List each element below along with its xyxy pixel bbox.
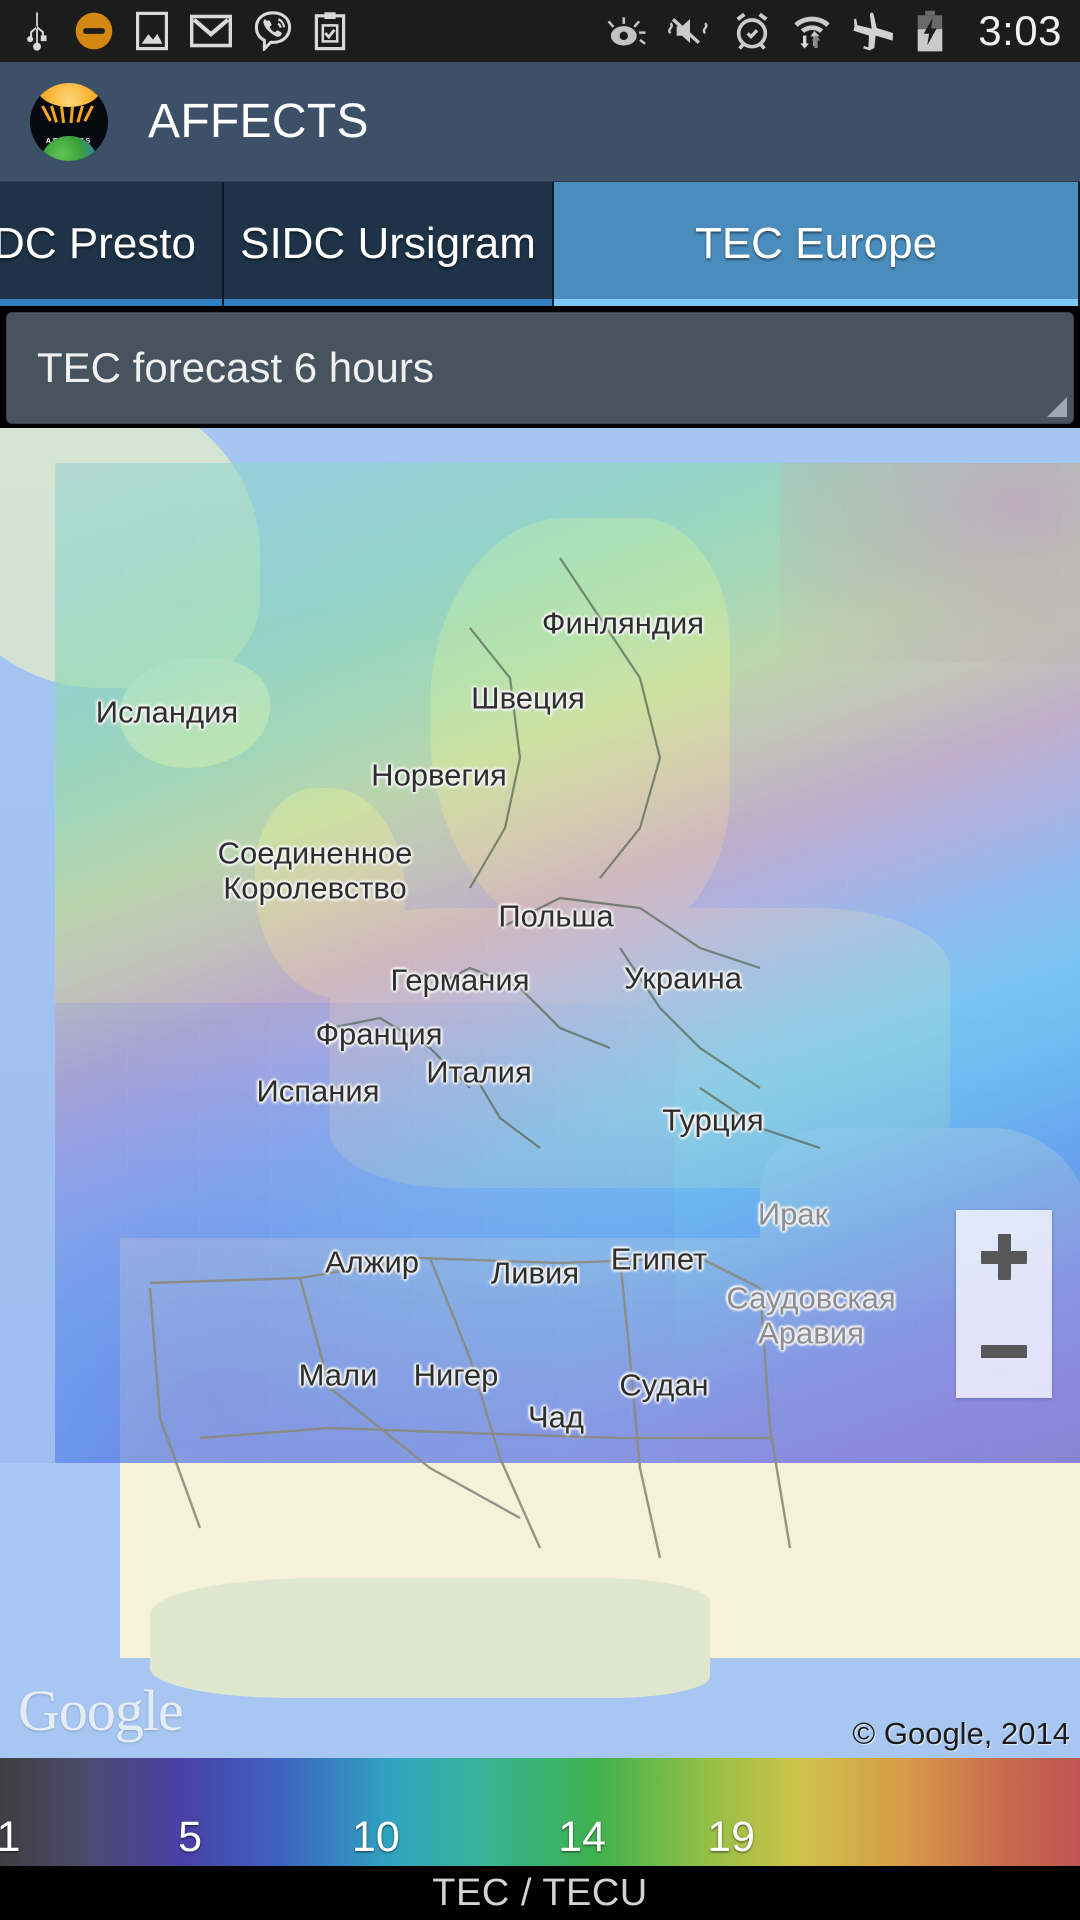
map-country-label: Польша bbox=[498, 898, 614, 934]
chevron-down-icon bbox=[1047, 397, 1067, 417]
google-attribution: © Google, 2014 bbox=[852, 1716, 1070, 1751]
eye-icon bbox=[607, 17, 647, 46]
map-country-label: Алжир bbox=[324, 1244, 420, 1280]
viber-icon bbox=[254, 11, 292, 51]
wifi-data-icon bbox=[794, 16, 830, 49]
map-country-label: Италия bbox=[426, 1054, 532, 1090]
map-country-label: Испания bbox=[256, 1073, 380, 1109]
map-country-label: Нигер bbox=[413, 1357, 499, 1393]
status-bar: 3:03 bbox=[0, 0, 1080, 62]
screenshot-icon bbox=[136, 11, 168, 51]
status-bar-clock: 3:03 bbox=[978, 7, 1062, 54]
tec-map[interactable]: Финляндия Швеция Исландия Норвегия Соединенн… bbox=[0, 428, 1080, 1758]
forecast-spinner[interactable]: TEC forecast 6 hours bbox=[6, 312, 1074, 424]
map-country-label: Ливия bbox=[490, 1255, 580, 1291]
colorbar-gradient bbox=[0, 1758, 1080, 1866]
status-bar-left-icons bbox=[22, 11, 346, 51]
country-borders bbox=[148, 557, 821, 1559]
map-zoom-controls[interactable] bbox=[956, 1210, 1052, 1398]
airplane-mode-icon bbox=[853, 12, 894, 51]
colorbar-tick-label: 19 bbox=[707, 1813, 756, 1861]
plus-icon-v bbox=[997, 1234, 1011, 1280]
tab-sidc-ursigram[interactable]: SIDC Ursigram bbox=[224, 182, 554, 306]
map-country-label: Франция bbox=[315, 1016, 443, 1052]
tab-tec-europe[interactable]: TEC Europe bbox=[554, 182, 1080, 306]
land-sahel bbox=[150, 1578, 710, 1698]
spinner-container: TEC forecast 6 hours bbox=[0, 306, 1080, 428]
sound-off-vibrate-icon bbox=[668, 18, 708, 44]
logo-ray-icon bbox=[83, 105, 94, 122]
tab-dc-presto[interactable]: DC Presto bbox=[0, 182, 224, 306]
map-country-label: Саудовская Аравия bbox=[726, 1280, 896, 1350]
google-watermark: Google bbox=[18, 1678, 184, 1743]
colorbar-tick-label: 14 bbox=[558, 1813, 607, 1861]
battery-charging-icon bbox=[918, 10, 943, 52]
map-country-label: Турция bbox=[662, 1102, 764, 1138]
colorbar-tick-label: 10 bbox=[351, 1813, 400, 1861]
tec-high-region bbox=[780, 463, 1080, 663]
map-country-label: Египет bbox=[610, 1241, 708, 1277]
map-country-label: Норвегия bbox=[371, 757, 507, 793]
colorbar-tick-label: 1 bbox=[0, 1813, 21, 1861]
zoom-in-button[interactable] bbox=[956, 1210, 1052, 1304]
clipboard-check-icon bbox=[314, 12, 346, 51]
gmail-icon bbox=[190, 14, 232, 48]
do-not-disturb-icon bbox=[75, 12, 113, 50]
map-country-label: Соединенное Королевство bbox=[217, 835, 413, 905]
map-country-label: Украина bbox=[623, 960, 743, 996]
tab-label: TEC Europe bbox=[694, 219, 938, 268]
map-country-label: Мали bbox=[298, 1357, 378, 1393]
map-country-label: Исландия bbox=[95, 694, 239, 730]
colorbar-caption: TEC / TECU bbox=[432, 1871, 648, 1914]
map-country-label: Чад bbox=[528, 1399, 584, 1435]
logo-sun bbox=[34, 82, 104, 108]
map-country-label: Швеция bbox=[471, 680, 585, 716]
tec-grid-cells bbox=[55, 463, 1080, 1463]
affects-logo: AFFECTS bbox=[30, 82, 108, 161]
tab-indicator bbox=[554, 299, 1078, 306]
tec-colorbar: 1 5 10 14 19 bbox=[0, 1758, 1080, 1866]
map-country-label: Германия bbox=[390, 962, 530, 998]
action-bar: AFFECTS AFFECTS bbox=[0, 62, 1080, 182]
tab-indicator bbox=[0, 299, 222, 306]
minus-icon bbox=[981, 1344, 1027, 1358]
map-country-label: Ирак bbox=[757, 1196, 829, 1232]
tab-label: DC Presto bbox=[0, 219, 196, 268]
tab-label: SIDC Ursigram bbox=[240, 219, 536, 268]
alarm-clock-icon bbox=[736, 12, 768, 50]
tab-bar: DC Presto SIDC Ursigram TEC Europe bbox=[0, 182, 1080, 306]
logo-ray-icon bbox=[69, 105, 74, 123]
status-bar-right-icons: 3:03 bbox=[606, 7, 1062, 55]
map-country-label: Судан bbox=[619, 1367, 709, 1403]
colorbar-caption-bar: TEC / TECU bbox=[0, 1866, 1080, 1920]
tab-indicator bbox=[224, 299, 552, 306]
usb-icon bbox=[27, 11, 47, 51]
colorbar-tick-label: 5 bbox=[178, 1813, 203, 1861]
page-title: AFFECTS bbox=[148, 95, 369, 148]
map-country-label: Финляндия bbox=[541, 605, 705, 641]
logo-ray-icon bbox=[60, 105, 66, 123]
zoom-out-button[interactable] bbox=[956, 1304, 1052, 1398]
spinner-value: TEC forecast 6 hours bbox=[37, 344, 434, 391]
